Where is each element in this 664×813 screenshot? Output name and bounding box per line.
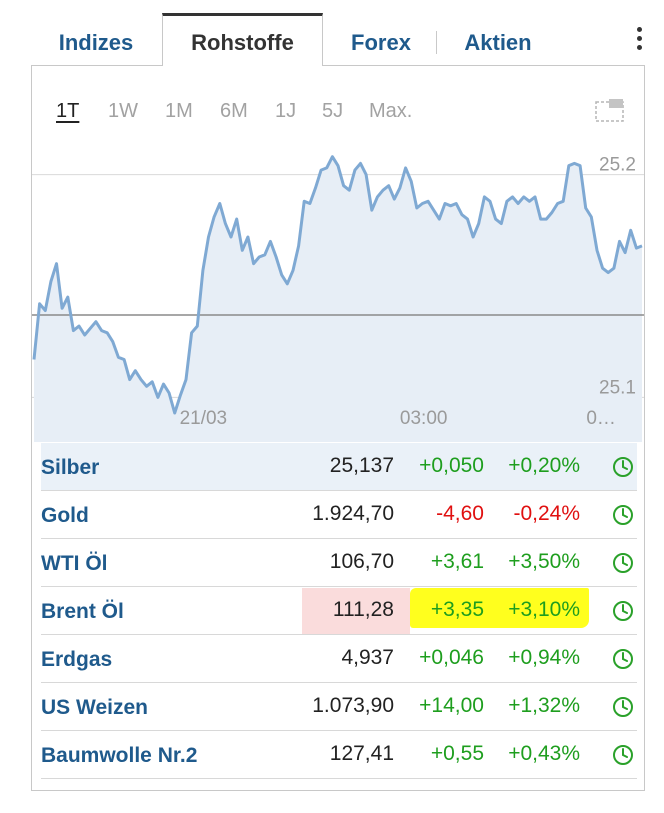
commodity-name[interactable]: Erdgas	[41, 648, 113, 671]
commodity-price: 127,41	[329, 742, 394, 765]
tab-rohstoffe[interactable]: Rohstoffe	[162, 13, 323, 66]
commodity-change-percent: +1,32%	[508, 694, 580, 717]
commodity-change-percent: +3,50%	[508, 550, 580, 573]
commodity-change: -4,60	[436, 502, 484, 525]
commodity-name[interactable]: Silber	[41, 456, 100, 479]
price-highlight	[302, 588, 410, 634]
range-6m[interactable]: 6M	[220, 100, 248, 122]
range-1j[interactable]: 1J	[275, 100, 297, 122]
commodity-change: +3,61	[430, 550, 484, 573]
tab-forex[interactable]: Forex	[351, 30, 411, 55]
commodity-price: 4,937	[341, 646, 394, 669]
more-vertical-icon[interactable]	[632, 27, 646, 57]
commodity-change-percent: +0,94%	[508, 646, 580, 669]
commodity-name[interactable]: Baumwolle Nr.2	[41, 744, 198, 767]
range-1m[interactable]: 1M	[165, 100, 193, 122]
tab-divider	[436, 31, 437, 54]
commodity-change-percent: +0,20%	[508, 454, 580, 477]
table-row[interactable]: Gold 1.924,70 -4,60 -0,24%	[41, 491, 637, 539]
clock-icon	[612, 648, 634, 670]
range-1t[interactable]: 1T	[56, 100, 80, 122]
tab-aktien[interactable]: Aktien	[464, 30, 532, 55]
commodity-name[interactable]: WTI Öl	[41, 552, 108, 575]
change-highlight	[410, 588, 589, 628]
table-row[interactable]: Erdgas 4,937 +0,046 +0,94%	[41, 635, 637, 683]
price-chart-svg: 25.2 25.1 21/03 03:00 0…	[32, 155, 644, 442]
x-tick-label: 03:00	[400, 408, 448, 429]
clock-icon	[612, 552, 634, 574]
clock-icon	[612, 744, 634, 766]
range-5j[interactable]: 5J	[322, 100, 344, 122]
tab-rohstoffe-label: Rohstoffe	[191, 30, 294, 55]
y-tick-label: 25.1	[599, 377, 636, 398]
commodity-price: 1.924,70	[312, 502, 394, 525]
commodity-change: +0,050	[419, 454, 484, 477]
clock-icon	[612, 504, 634, 526]
range-1w[interactable]: 1W	[108, 100, 138, 122]
commodity-name[interactable]: Brent Öl	[41, 600, 124, 623]
series-line	[32, 155, 643, 415]
commodity-change-percent: +3,10%	[508, 598, 580, 621]
y-tick-label: 25.2	[599, 155, 636, 176]
commodity-change: +3,35	[430, 598, 484, 621]
commodity-name[interactable]: Gold	[41, 504, 89, 527]
table-row[interactable]: US Weizen 1.073,90 +14,00 +1,32%	[41, 683, 637, 731]
commodity-change-percent: +0,43%	[508, 742, 580, 765]
commodity-change-percent: -0,24%	[513, 502, 580, 525]
commodity-price: 106,70	[329, 550, 394, 573]
commodity-name[interactable]: US Weizen	[41, 696, 148, 719]
expand-icon[interactable]	[595, 98, 625, 122]
commodity-price: 1.073,90	[312, 694, 394, 717]
x-tick-label: 21/03	[180, 408, 228, 429]
commodity-change: +0,046	[419, 646, 484, 669]
clock-icon	[612, 600, 634, 622]
commodity-price: 111,28	[332, 598, 394, 621]
table-row[interactable]: Brent Öl 111,28 +3,35 +3,10%	[41, 587, 637, 635]
tab-bar: Indizes Rohstoffe Forex Aktien	[0, 0, 664, 66]
table-row[interactable]: WTI Öl 106,70 +3,61 +3,50%	[41, 539, 637, 587]
clock-icon	[612, 456, 634, 478]
table-row[interactable]: Silber 25,137 +0,050 +0,20%	[41, 443, 637, 491]
commodity-change: +0,55	[430, 742, 484, 765]
table-row[interactable]: Baumwolle Nr.2 127,41 +0,55 +0,43%	[41, 731, 637, 779]
tab-indizes[interactable]: Indizes	[58, 30, 134, 55]
commodity-change: +14,00	[419, 694, 484, 717]
range-max[interactable]: Max.	[369, 100, 413, 122]
x-tick-label: 0…	[586, 408, 616, 429]
commodity-price: 25,137	[329, 454, 394, 477]
quotes-table: Silber 25,137 +0,050 +0,20% Gold 1.924,70 -4,6…	[41, 443, 637, 779]
price-chart: 25.2 25.1 21/03 03:00 0…	[32, 130, 644, 442]
clock-icon	[612, 696, 634, 718]
series-area	[34, 156, 642, 442]
